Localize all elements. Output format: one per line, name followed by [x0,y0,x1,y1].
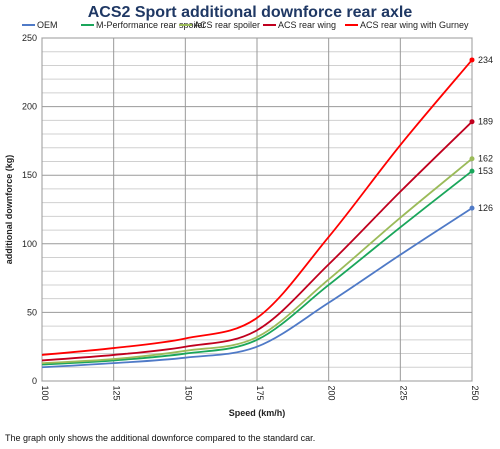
end-point-0 [469,205,475,211]
y-tick-label: 250 [22,33,37,43]
y-axis-ticks: 0 50 100 150 200 250 [22,33,37,386]
y-tick-label: 50 [27,307,37,317]
x-tick-label: 150 [183,385,193,400]
end-label-3: 189 [478,117,493,127]
legend-entry-4: ACS rear wing with Gurney [360,20,469,30]
x-tick-label: 125 [112,385,122,400]
end-label-4: 234 [478,55,493,65]
legend-entry-3: ACS rear wing [278,20,336,30]
series-line-4 [41,59,473,356]
legend-entry-2: ACS rear spoiler [194,20,260,30]
end-label-2: 162 [478,154,493,164]
end-point-2 [469,156,475,162]
x-axis-ticks: 100 125 150 175 200 225 250 [40,385,480,400]
end-point-4 [469,57,475,63]
y-axis-label: additional downforce (kg) [4,155,14,265]
downforce-chart: ACS2 Sport additional downforce rear axl… [4,4,493,418]
x-tick-label: 250 [470,385,480,400]
x-tick-label: 225 [398,385,408,400]
gridlines [41,37,473,382]
end-label-0: 126 [478,203,493,213]
end-label-1: 153 [478,166,493,176]
series-line-3 [41,121,473,362]
chart-title: ACS2 Sport additional downforce rear axl… [88,4,413,21]
legend-entry-1: M-Performance rear spoiler [96,20,206,30]
y-tick-label: 100 [22,239,37,249]
x-axis-label: Speed (km/h) [229,408,286,418]
y-tick-label: 200 [22,102,37,112]
y-tick-label: 0 [32,376,37,386]
end-point-1 [469,168,475,174]
series-lines: 126 153 162 189 234 [41,55,493,369]
legend-entry-0: OEM [37,20,58,30]
series-line-2 [41,158,473,365]
series-line-1 [41,170,473,366]
y-tick-label: 150 [22,170,37,180]
series-line-0 [41,207,473,369]
x-tick-label: 100 [40,385,50,400]
end-point-3 [469,119,475,125]
x-tick-label: 175 [255,385,265,400]
x-tick-label: 200 [327,385,337,400]
footnote: The graph only shows the additional down… [5,433,316,443]
